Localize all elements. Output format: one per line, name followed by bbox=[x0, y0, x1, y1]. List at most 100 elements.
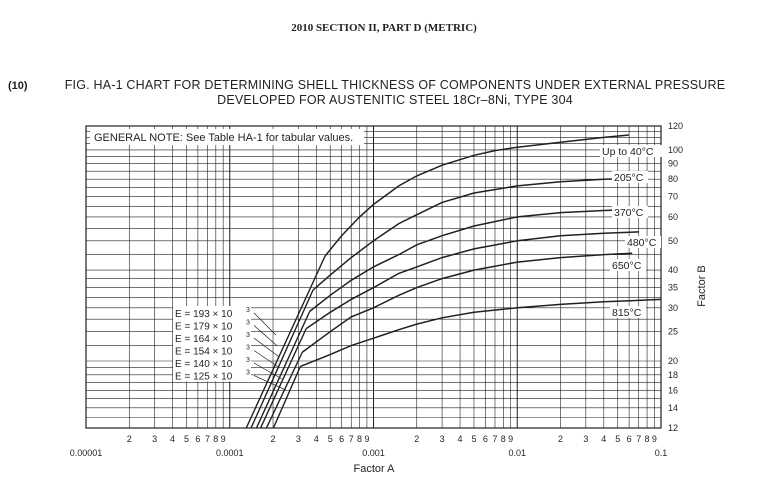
y-tick-label: 80 bbox=[668, 174, 678, 184]
x-minor-label: 4 bbox=[601, 434, 606, 444]
x-minor-label: 2 bbox=[558, 434, 563, 444]
y-tick-label: 100 bbox=[668, 145, 683, 155]
x-minor-label: 8 bbox=[357, 434, 362, 444]
y-tick-label: 30 bbox=[668, 303, 678, 313]
y-tick-label: 70 bbox=[668, 192, 678, 202]
x-decade-label: 0.00001 bbox=[70, 448, 103, 458]
x-minor-label: 4 bbox=[314, 434, 319, 444]
x-decade-label: 0.0001 bbox=[216, 448, 244, 458]
y-tick-label: 90 bbox=[668, 159, 678, 169]
elastic-label-bg bbox=[173, 331, 251, 344]
elastic-line bbox=[265, 351, 303, 428]
series-label: 205°C bbox=[614, 172, 644, 184]
page-header: 2010 SECTION II, PART D (METRIC) bbox=[291, 22, 477, 34]
series-label: Up to 40°C bbox=[602, 146, 654, 158]
elastic-leader-line bbox=[253, 350, 281, 369]
series-label: 650°C bbox=[612, 260, 642, 272]
grid bbox=[85, 125, 661, 429]
figure-number: (10) bbox=[8, 80, 28, 92]
elastic-leader-line bbox=[253, 325, 278, 347]
elastic-label: E = 164 × 10 bbox=[175, 334, 233, 345]
elastic-leader-line bbox=[253, 337, 280, 358]
curve-labels: Up to 40°C 205°C 370°C 480°C 650°C 815°C bbox=[600, 145, 666, 319]
figure-title-line-2: DEVELOPED FOR AUSTENITIC STEEL 18Cr–8Ni,… bbox=[217, 93, 573, 107]
general-note: GENERAL NOTE: See Table HA-1 for tabular… bbox=[94, 132, 353, 144]
plot-frame bbox=[85, 125, 662, 429]
x-minor-label: 8 bbox=[213, 434, 218, 444]
elastic-label-bg bbox=[173, 356, 251, 369]
elastic-line bbox=[259, 328, 307, 428]
general-note-bg bbox=[90, 129, 364, 145]
elastic-label-exponent: 3 bbox=[246, 332, 250, 339]
x-minor-label: 3 bbox=[152, 434, 157, 444]
elastic-label: E = 154 × 10 bbox=[175, 347, 233, 358]
elastic-label-bg bbox=[173, 343, 251, 357]
x-minor-label: 6 bbox=[339, 434, 344, 444]
series-line bbox=[309, 208, 633, 312]
elastic-label-exponent: 3 bbox=[246, 370, 250, 377]
x-minor-label: 9 bbox=[364, 434, 369, 444]
x-minor-label: 6 bbox=[195, 434, 200, 444]
series-line bbox=[301, 252, 633, 353]
x-minor-label: 6 bbox=[483, 434, 488, 444]
series-line bbox=[324, 134, 630, 257]
x-minor-label: 8 bbox=[645, 434, 650, 444]
x-minor-label: 5 bbox=[471, 434, 476, 444]
x-minor-label: 4 bbox=[170, 434, 175, 444]
elastic-line bbox=[250, 289, 314, 428]
x-minor-label: 4 bbox=[458, 434, 463, 444]
series-label-bg bbox=[625, 236, 661, 248]
elastic-line-labels: E = 193 × 10 3 E = 179 × 10 3 E = 164 × 10 3 E… bbox=[173, 306, 286, 391]
series-label-bg bbox=[610, 259, 646, 271]
figure-title: FIG. HA-1 CHART FOR DETERMINING SHELL TH… bbox=[60, 78, 730, 108]
elastic-label-bg bbox=[173, 318, 251, 332]
series-line bbox=[312, 177, 633, 291]
temperature-curves bbox=[300, 134, 662, 368]
elastic-label-bg bbox=[173, 306, 251, 319]
figure-title-line-1: FIG. HA-1 CHART FOR DETERMINING SHELL TH… bbox=[64, 78, 726, 92]
series-label-bg bbox=[600, 145, 666, 157]
x-minor-label: 6 bbox=[627, 434, 632, 444]
series-label-bg bbox=[610, 306, 646, 318]
series-label: 480°C bbox=[627, 237, 657, 249]
elastic-label: E = 140 × 10 bbox=[175, 359, 233, 370]
elastic-label-exponent: 3 bbox=[246, 357, 250, 364]
series-line bbox=[300, 298, 662, 368]
elastic-leader-line bbox=[253, 362, 283, 380]
series-label: 370°C bbox=[614, 207, 644, 219]
x-minor-label: 3 bbox=[583, 434, 588, 444]
x-minor-label: 2 bbox=[127, 434, 132, 444]
x-minor-label: 3 bbox=[296, 434, 301, 444]
y-tick-label: 12 bbox=[668, 423, 678, 433]
x-decade-label: 0.01 bbox=[508, 448, 526, 458]
elastic-label: E = 125 × 10 bbox=[175, 372, 233, 383]
x-minor-label: 2 bbox=[414, 434, 419, 444]
series-label-bg bbox=[612, 171, 648, 183]
elastic-label-exponent: 3 bbox=[246, 307, 250, 314]
x-decade-label: 0.001 bbox=[362, 448, 385, 458]
x-decade-label: 0.1 bbox=[655, 448, 668, 458]
x-minor-label: 5 bbox=[184, 434, 189, 444]
y-tick-label: 120 bbox=[668, 121, 683, 131]
y-tick-label: 40 bbox=[668, 265, 678, 275]
y-tick-label: 18 bbox=[668, 370, 678, 380]
y-tick-label: 25 bbox=[668, 327, 678, 337]
x-minor-label: 7 bbox=[636, 434, 641, 444]
y-tick-label: 20 bbox=[668, 356, 678, 366]
elastic-line bbox=[255, 311, 311, 428]
x-minor-label: 5 bbox=[328, 434, 333, 444]
y-tick-label: 16 bbox=[668, 385, 678, 395]
elastic-lines bbox=[245, 255, 326, 428]
x-minor-label: 7 bbox=[492, 434, 497, 444]
series-line bbox=[305, 231, 639, 330]
x-minor-label: 7 bbox=[349, 434, 354, 444]
elastic-line bbox=[272, 366, 302, 428]
y-tick-label: 14 bbox=[668, 403, 678, 413]
y-tick-label: 35 bbox=[668, 283, 678, 293]
x-minor-label: 3 bbox=[440, 434, 445, 444]
elastic-label-exponent: 3 bbox=[246, 345, 250, 352]
y-tick-label: 50 bbox=[668, 236, 678, 246]
series-label: 815°C bbox=[612, 307, 642, 319]
x-axis-label: Factor A bbox=[354, 463, 396, 475]
